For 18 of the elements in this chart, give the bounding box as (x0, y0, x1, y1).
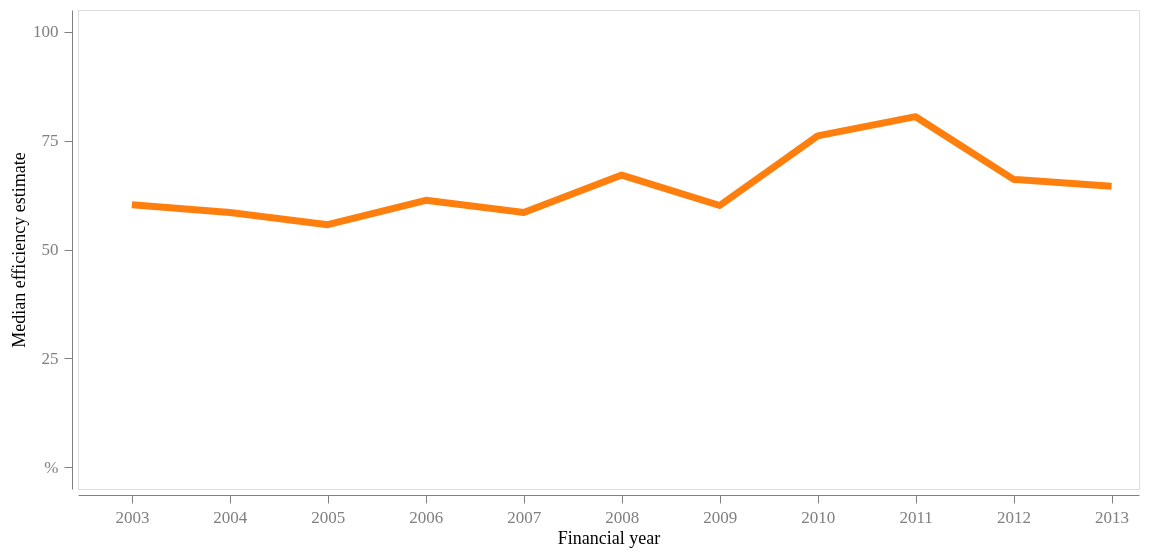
x-tick-label: 2010 (801, 507, 836, 527)
x-axis-title: Financial year (557, 527, 661, 548)
y-tick-label: 50 (41, 240, 59, 259)
y-tick-label: 100 (33, 22, 59, 42)
x-tick-label: 2004 (213, 507, 248, 527)
y-tick-label: 25 (41, 348, 59, 368)
x-tick-label: 2008 (605, 507, 640, 527)
x-tick-label: 2007 (507, 507, 542, 527)
x-tick-label: 2011 (899, 507, 933, 527)
y-tick-label: 75 (41, 131, 59, 151)
y-axis-title: Median efficiency estimate (9, 152, 29, 348)
x-tick-label: 2012 (997, 507, 1032, 527)
x-tick-label: 2003 (115, 507, 150, 527)
x-tick-label: 2006 (409, 507, 444, 527)
x-tick-label: 2009 (703, 507, 738, 527)
y-tick-label: % (44, 457, 59, 477)
x-tick-label: 2005 (311, 507, 346, 527)
x-tick-label: 2013 (1095, 507, 1130, 527)
